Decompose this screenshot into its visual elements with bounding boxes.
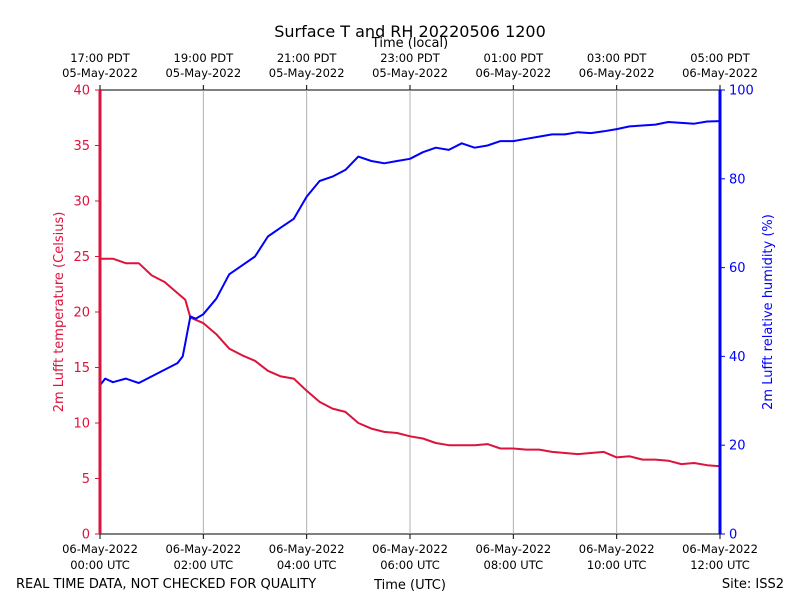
right-tick-label: 80 [729, 172, 746, 187]
bottom-tick-label-time: 04:00 UTC [277, 558, 337, 572]
right-axis-label: 2m Lufft relative humidity (%) [761, 214, 776, 410]
left-tick-label: 25 [73, 250, 90, 265]
ticks-layer: 051015202530354002040608010006-May-20220… [62, 51, 758, 572]
left-tick-label: 35 [73, 139, 90, 154]
series-line-temperature [100, 257, 721, 468]
right-tick-label: 40 [729, 350, 746, 365]
right-tick-label: 0 [729, 528, 737, 543]
bottom-tick-label-time: 08:00 UTC [484, 558, 544, 572]
top-tick-label-time: 01:00 PDT [484, 51, 545, 65]
series-layer [99, 120, 721, 468]
bottom-tick-label-date: 06-May-2022 [579, 542, 655, 556]
right-tick-label: 60 [729, 261, 746, 276]
bottom-tick-label-date: 06-May-2022 [682, 542, 758, 556]
bottom-tick-label-date: 06-May-2022 [475, 542, 551, 556]
bottom-tick-label-time: 12:00 UTC [690, 558, 750, 572]
bottom-tick-label-date: 06-May-2022 [165, 542, 241, 556]
bottom-tick-label-time: 06:00 UTC [380, 558, 440, 572]
top-tick-label-date: 05-May-2022 [269, 66, 345, 80]
left-tick-label: 10 [73, 417, 90, 432]
left-tick-label: 40 [73, 84, 90, 99]
top-tick-label-time: 23:00 PDT [380, 51, 441, 65]
grid-layer [202, 90, 618, 534]
bottom-tick-label-date: 06-May-2022 [269, 542, 345, 556]
left-tick-label: 15 [73, 361, 90, 376]
top-tick-label-date: 06-May-2022 [682, 66, 758, 80]
top-tick-label-time: 19:00 PDT [174, 51, 235, 65]
top-tick-label-date: 06-May-2022 [579, 66, 655, 80]
bottom-tick-label-time: 02:00 UTC [174, 558, 234, 572]
footer-site: Site: ISS2 [722, 577, 784, 592]
left-tick-label: 0 [82, 528, 90, 543]
bottom-tick-label-time: 00:00 UTC [70, 558, 130, 572]
top-tick-label-time: 17:00 PDT [70, 51, 131, 65]
top-tick-label-time: 21:00 PDT [277, 51, 338, 65]
left-tick-label: 20 [73, 306, 90, 321]
bottom-tick-label-date: 06-May-2022 [372, 542, 448, 556]
top-tick-label-date: 05-May-2022 [165, 66, 241, 80]
left-axis-label: 2m Lufft temperature (Celsius) [52, 212, 67, 413]
bottom-axis-label: Time (UTC) [373, 578, 446, 593]
top-tick-label-date: 05-May-2022 [62, 66, 138, 80]
right-tick-label: 20 [729, 439, 746, 454]
top-tick-label-time: 03:00 PDT [587, 51, 648, 65]
footer-quality-note: REAL TIME DATA, NOT CHECKED FOR QUALITY [16, 577, 316, 592]
top-tick-label-date: 05-May-2022 [372, 66, 448, 80]
chart-title: Surface T and RH 20220506 1200 [274, 22, 546, 41]
bottom-tick-label-time: 10:00 UTC [587, 558, 647, 572]
bottom-tick-label-date: 06-May-2022 [62, 542, 138, 556]
right-tick-label: 100 [729, 84, 754, 99]
top-axis-label: Time (local) [371, 36, 448, 51]
top-tick-label-date: 06-May-2022 [475, 66, 551, 80]
left-tick-label: 5 [82, 472, 90, 487]
top-tick-label-time: 05:00 PDT [690, 51, 751, 65]
left-tick-label: 30 [73, 195, 90, 210]
series-line-relative-humidity [99, 120, 721, 386]
